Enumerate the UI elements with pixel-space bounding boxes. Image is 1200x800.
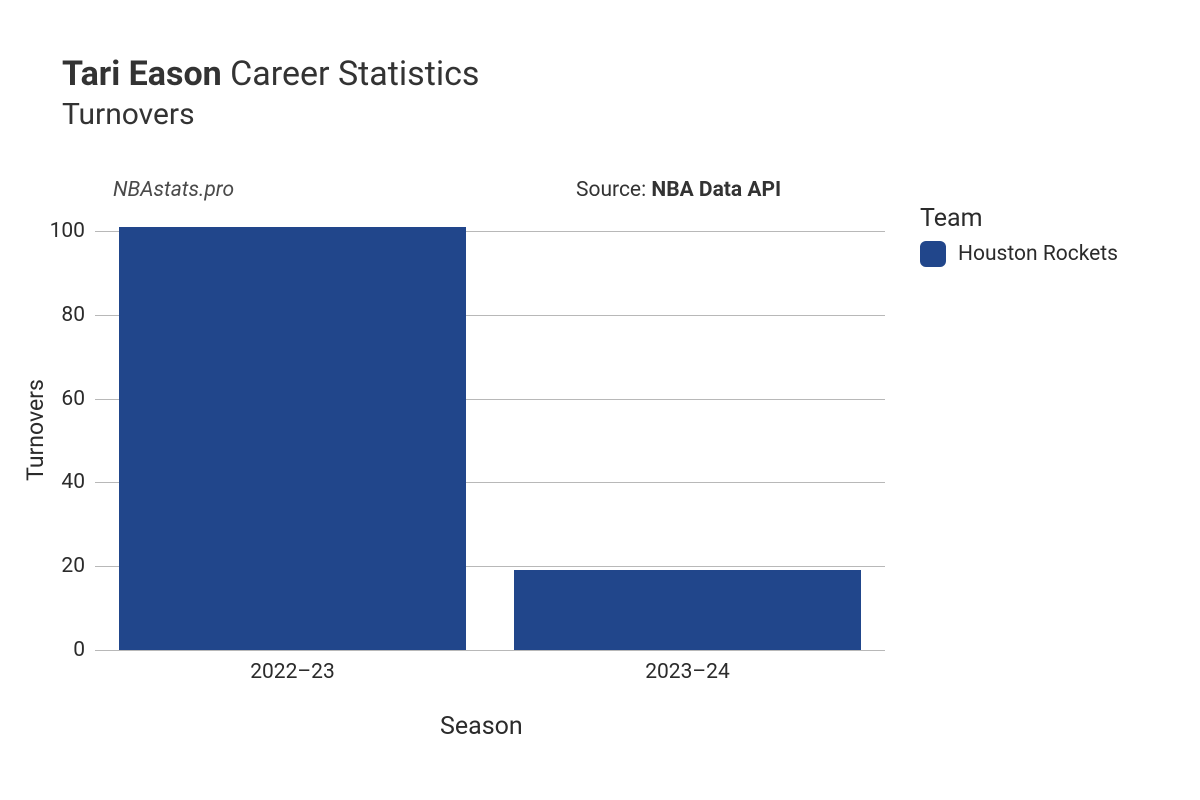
y-tick-label: 20 [45,554,85,578]
legend-swatch [920,241,946,267]
x-tick-label: 2023–24 [645,660,730,684]
title-block: Tari Eason Career Statistics Turnovers [62,56,479,132]
y-tick-label: 100 [45,219,85,243]
bar [119,227,467,650]
bar [514,570,862,650]
title-player-name: Tari Eason [62,54,222,94]
legend-item-label: Houston Rockets [958,242,1118,266]
chart-subtitle: Turnovers [62,97,479,132]
y-tick-label: 0 [45,638,85,662]
x-tick-label: 2022–23 [250,660,335,684]
bar-chart-plot: 0204060801002022–232023–24 [95,210,885,650]
source-name: NBA Data API [651,178,781,202]
legend-title: Team [920,204,1118,233]
source-label: Source: [576,178,651,202]
chart-title: Tari Eason Career Statistics [62,56,479,93]
legend-item: Houston Rockets [920,241,1118,267]
grid-line [95,650,885,651]
x-axis-title: Season [440,712,523,741]
legend: Team Houston Rockets [920,204,1118,267]
y-tick-label: 60 [45,387,85,411]
y-tick-label: 40 [45,470,85,494]
y-axis-title: Turnovers [22,379,49,481]
title-rest: Career Statistics [222,54,480,94]
legend-items: Houston Rockets [920,241,1118,267]
source-line: Source: NBA Data API [576,178,781,202]
watermark: NBAstats.pro [113,178,234,202]
y-tick-label: 80 [45,303,85,327]
chart-container: Tari Eason Career Statistics Turnovers N… [0,0,1200,800]
